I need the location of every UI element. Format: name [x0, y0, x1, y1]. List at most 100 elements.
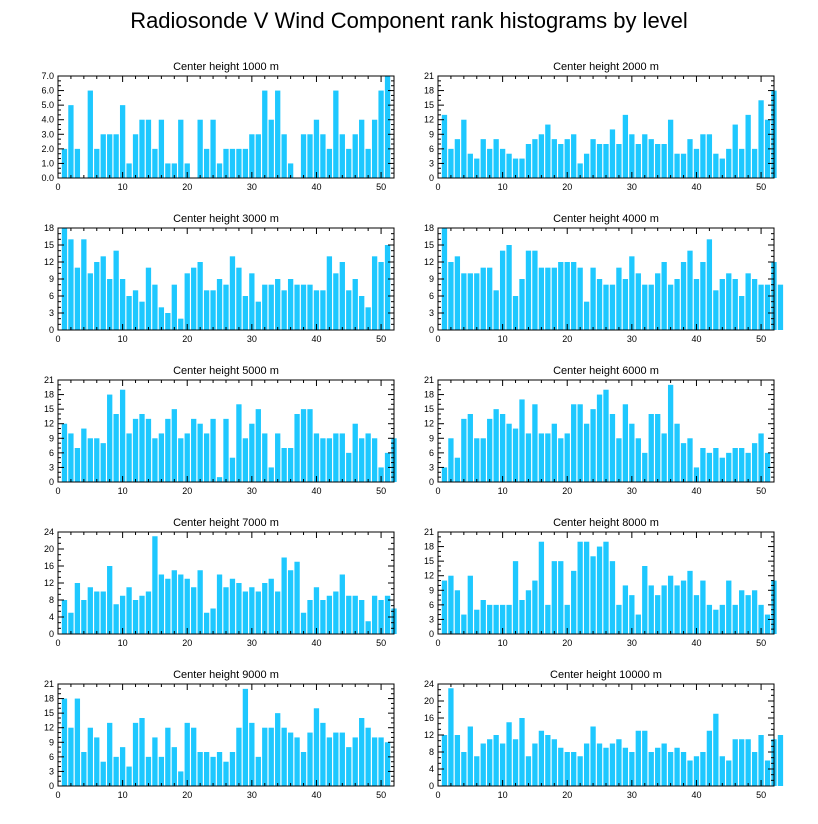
histogram-bar — [487, 267, 493, 330]
histogram-bar — [339, 433, 345, 482]
histogram-panel: Center height 2000 m 0 10 20 30 40 50 0 3 6 9 12 15 1… — [424, 61, 777, 192]
histogram-bar — [551, 139, 557, 178]
histogram-bar — [642, 730, 648, 786]
histogram-bar — [506, 423, 512, 482]
histogram-bar — [745, 595, 751, 634]
histogram-bar — [441, 228, 448, 330]
histogram-bar — [294, 284, 300, 330]
x-tick-label: 40 — [311, 638, 321, 648]
histogram-bar — [739, 739, 745, 786]
histogram-panel: Center height 6000 m 0 10 20 30 40 50 0 3 6 9 12 15 1… — [424, 365, 775, 496]
histogram-bar — [139, 414, 145, 482]
histogram-bar — [661, 262, 667, 330]
histogram-bar — [113, 604, 119, 634]
histogram-bar — [119, 279, 126, 330]
histogram-bar — [81, 428, 87, 482]
histogram-bar — [94, 148, 100, 178]
histogram-bar — [655, 273, 661, 330]
histogram-bar — [197, 119, 203, 178]
histogram-bar — [648, 414, 654, 482]
histogram-bar — [262, 727, 268, 786]
histogram-panel: Center height 4000 m 0 10 20 30 40 50 0 3 6 9 12 15 1… — [424, 213, 784, 344]
histogram-bar — [249, 423, 255, 482]
histogram-bar — [506, 722, 512, 786]
histogram-bar — [616, 144, 622, 178]
histogram-bar — [538, 134, 545, 178]
histogram-bar — [126, 296, 132, 330]
histogram-bar — [87, 90, 93, 178]
histogram-bar — [583, 153, 590, 178]
histogram-bar — [307, 134, 313, 178]
histogram-bar — [359, 119, 365, 178]
histogram-bar — [94, 737, 100, 786]
histogram-bar — [493, 604, 499, 634]
histogram-bar — [216, 574, 223, 634]
histogram-bar — [210, 119, 216, 178]
histogram-bar — [74, 698, 81, 786]
histogram-bar — [294, 737, 300, 786]
histogram-bar — [751, 590, 758, 634]
histogram-bar — [732, 448, 738, 482]
histogram-bar — [275, 591, 281, 634]
histogram-bar — [365, 307, 371, 330]
histogram-bar — [642, 134, 648, 178]
histogram-bar — [661, 433, 667, 482]
histogram-bar — [242, 688, 249, 786]
histogram-bar — [493, 735, 499, 786]
histogram-bar — [158, 574, 165, 634]
histogram-bar — [326, 256, 333, 330]
y-tick-label: 18 — [424, 223, 434, 233]
x-tick-label: 40 — [311, 334, 321, 344]
y-tick-label: 15 — [424, 240, 434, 250]
histogram-bar — [448, 148, 454, 178]
histogram-bar — [281, 290, 287, 330]
histogram-bar — [184, 163, 190, 178]
histogram-bar — [674, 279, 680, 330]
histogram-bar — [119, 105, 126, 178]
y-tick-label: 21 — [424, 375, 434, 385]
histogram-bar — [139, 301, 145, 330]
histogram-bar — [726, 580, 732, 634]
histogram-bar — [268, 119, 274, 178]
histogram-bar — [558, 144, 564, 178]
histogram-bar — [700, 752, 706, 786]
histogram-bar — [551, 423, 557, 482]
histogram-bar — [461, 752, 467, 786]
histogram-bar — [242, 148, 249, 178]
histogram-bar — [249, 134, 255, 178]
histogram-bar — [564, 433, 570, 482]
histogram-bar — [732, 124, 738, 178]
histogram-bar — [132, 722, 139, 786]
histogram-bar — [94, 438, 100, 482]
histogram-bar — [739, 590, 745, 634]
histogram-bar — [777, 735, 784, 786]
panel-title: Center height 6000 m — [553, 365, 659, 377]
histogram-bar — [320, 600, 326, 634]
histogram-bar — [152, 737, 158, 786]
histogram-bar — [545, 735, 551, 786]
histogram-bar — [454, 590, 461, 634]
x-tick-label: 30 — [627, 790, 637, 800]
histogram-bar — [532, 404, 538, 482]
histogram-bar — [94, 591, 100, 634]
histogram-bar — [532, 743, 538, 786]
histogram-bar — [216, 279, 223, 330]
x-tick-label: 10 — [498, 638, 508, 648]
histogram-bar — [320, 438, 326, 482]
x-tick-label: 40 — [691, 638, 701, 648]
histogram-bar — [493, 409, 499, 482]
histogram-bar — [538, 730, 545, 786]
y-tick-label: 18 — [424, 86, 434, 96]
y-tick-label: 4 — [429, 764, 434, 774]
x-tick-label: 50 — [376, 182, 386, 192]
histogram-bar — [132, 600, 139, 634]
histogram-bar — [313, 119, 320, 178]
histogram-bar — [223, 761, 229, 786]
histogram-bar — [333, 273, 339, 330]
y-tick-label: 9 — [49, 737, 54, 747]
histogram-bar — [346, 290, 352, 330]
histogram-bar — [178, 119, 184, 178]
x-tick-label: 20 — [562, 638, 572, 648]
histogram-bar — [249, 273, 255, 330]
